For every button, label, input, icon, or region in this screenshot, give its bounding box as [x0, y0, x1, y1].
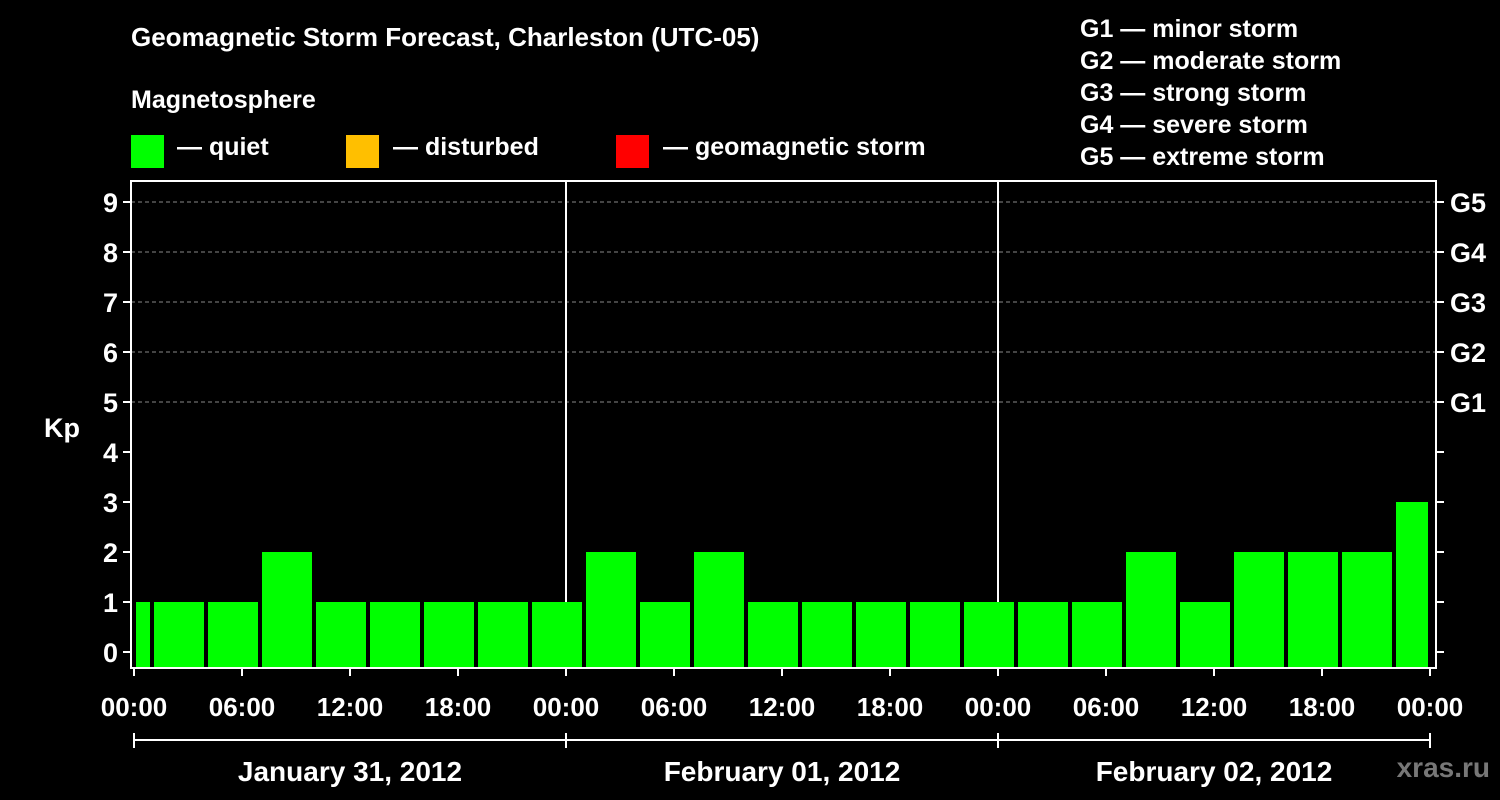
day-label-1: February 01, 2012 [664, 756, 901, 787]
plot-frame [130, 180, 1437, 669]
bar-12 [748, 602, 798, 668]
legend-swatch-storm [616, 135, 649, 168]
right-axis-label-g4: G4 [1450, 238, 1486, 268]
bar-16 [964, 602, 1014, 668]
bar-1 [154, 602, 204, 668]
bar-4 [316, 602, 366, 668]
right-axis-label-g3: G3 [1450, 288, 1486, 318]
legend-swatch-disturbed [346, 135, 379, 168]
bar-24 [1396, 502, 1428, 668]
x-tick-label-7: 18:00 [857, 692, 924, 722]
x-tick-label-9: 06:00 [1073, 692, 1140, 722]
y-tick-label-2: 2 [103, 538, 118, 568]
credit-watermark: xras.ru [1396, 752, 1490, 783]
legend-label-disturbed: — disturbed [393, 133, 539, 161]
g-scale-g3: G3 — strong storm [1080, 79, 1307, 107]
bar-10 [640, 602, 690, 668]
bar-7 [478, 602, 528, 668]
bar-19 [1126, 552, 1176, 668]
x-tick-label-0: 00:00 [101, 692, 168, 722]
g-scale-g1: G1 — minor storm [1080, 15, 1299, 43]
bar-23 [1342, 552, 1392, 668]
bar-15 [910, 602, 960, 668]
x-tick-label-5: 06:00 [641, 692, 708, 722]
x-tick-label-10: 12:00 [1181, 692, 1248, 722]
bar-3 [262, 552, 312, 668]
g-scale-g4: G4 — severe storm [1080, 111, 1308, 139]
bar-9 [586, 552, 636, 668]
bar-22 [1288, 552, 1338, 668]
bar-18 [1072, 602, 1122, 668]
day-label-2: February 02, 2012 [1096, 756, 1333, 787]
y-tick-label-8: 8 [103, 238, 118, 268]
y-tick-label-0: 0 [103, 638, 118, 668]
right-axis-label-g2: G2 [1450, 338, 1486, 368]
bar-5 [370, 602, 420, 668]
bar-14 [856, 602, 906, 668]
y-tick-label-3: 3 [103, 488, 118, 518]
bar-17 [1018, 602, 1068, 668]
y-tick-label-1: 1 [103, 588, 118, 618]
y-tick-label-4: 4 [103, 438, 118, 468]
legend-swatch-quiet [131, 135, 164, 168]
right-axis-label-g5: G5 [1450, 188, 1486, 218]
y-tick-label-7: 7 [103, 288, 118, 318]
right-axis-label-g1: G1 [1450, 388, 1486, 418]
legend-label-storm: — geomagnetic storm [663, 133, 926, 161]
day-label-0: January 31, 2012 [238, 756, 462, 787]
legend-heading: Magnetosphere [131, 86, 316, 114]
y-tick-label-9: 9 [103, 188, 118, 218]
legend-label-quiet: — quiet [177, 133, 269, 161]
bar-8 [532, 602, 582, 668]
x-tick-label-12: 00:00 [1397, 692, 1464, 722]
g-scale-g2: G2 — moderate storm [1080, 47, 1342, 75]
bar-11 [694, 552, 744, 668]
bar-21 [1234, 552, 1284, 668]
x-tick-label-3: 18:00 [425, 692, 492, 722]
bar-2 [208, 602, 258, 668]
y-tick-label-5: 5 [103, 388, 118, 418]
x-tick-label-2: 12:00 [317, 692, 384, 722]
bar-13 [802, 602, 852, 668]
x-tick-label-1: 06:00 [209, 692, 276, 722]
bar-6 [424, 602, 474, 668]
y-tick-label-6: 6 [103, 338, 118, 368]
g-scale-g5: G5 — extreme storm [1080, 143, 1325, 171]
x-tick-label-8: 00:00 [965, 692, 1032, 722]
x-tick-label-11: 18:00 [1289, 692, 1356, 722]
x-tick-label-4: 00:00 [533, 692, 600, 722]
bar-20 [1180, 602, 1230, 668]
bar-0 [136, 602, 150, 668]
y-axis-label: Kp [44, 413, 80, 443]
chart-title: Geomagnetic Storm Forecast, Charleston (… [131, 22, 760, 52]
x-tick-label-6: 12:00 [749, 692, 816, 722]
